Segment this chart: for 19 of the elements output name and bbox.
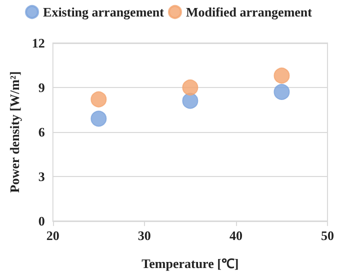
x-axis-title: Temperature [℃] xyxy=(142,256,239,271)
point xyxy=(90,91,107,108)
x-tick-label: 40 xyxy=(229,228,242,243)
point xyxy=(274,68,290,84)
y-tick-label: 3 xyxy=(38,169,46,184)
point xyxy=(182,80,198,96)
y-tick-label: 12 xyxy=(32,36,45,50)
point xyxy=(182,92,198,109)
y-tick-label: 0 xyxy=(38,214,45,228)
x-tick-label: 20 xyxy=(46,228,60,243)
y-tick-label: 9 xyxy=(38,80,46,95)
point xyxy=(274,84,290,100)
legend-label: Modified arrangement xyxy=(186,4,313,20)
x-tick-label: 50 xyxy=(321,228,334,243)
y-tick-label: 6 xyxy=(38,124,46,140)
legend-label: Existing arrangement xyxy=(43,4,165,20)
y-axis-title: Power density [W/m²] xyxy=(7,71,22,193)
point xyxy=(90,110,107,127)
x-tick-label: 30 xyxy=(138,228,151,243)
